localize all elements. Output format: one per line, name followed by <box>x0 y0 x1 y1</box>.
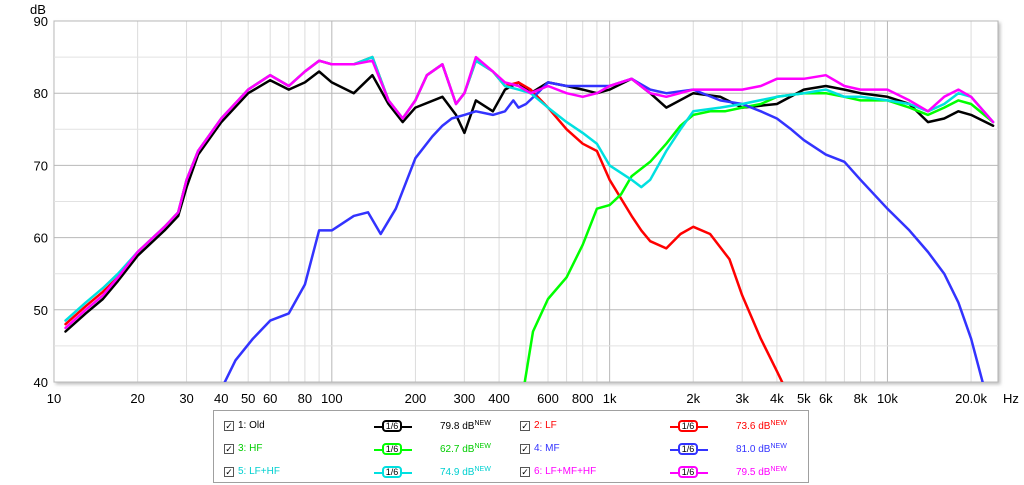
legend-new-badge: NEW <box>770 420 787 427</box>
legend-smoothing-label: 1/6 <box>678 443 698 455</box>
legend-checkbox[interactable]: ✓ <box>520 467 530 477</box>
legend-new-badge: NEW <box>474 466 491 473</box>
legend-level-text: 79.8 dB <box>440 421 475 432</box>
legend-new-badge: NEW <box>770 443 787 450</box>
y-tick-label: 80 <box>34 86 48 101</box>
series-line-3 <box>523 91 995 382</box>
legend-checkbox[interactable]: ✓ <box>224 467 234 477</box>
legend-smoothing-button[interactable]: 1/6 <box>374 420 412 434</box>
legend-level-value: 74.9 dBNEW <box>440 466 491 478</box>
x-tick-label: 4k <box>770 391 784 406</box>
legend-smoothing-button[interactable]: 1/6 <box>670 466 708 480</box>
x-tick-label: 1k <box>603 391 617 406</box>
legend-level-value: 79.8 dBNEW <box>440 420 491 432</box>
x-tick-label: 300 <box>454 391 476 406</box>
x-tick-label: 30 <box>179 391 193 406</box>
x-tick-label: 60 <box>263 391 277 406</box>
legend-checkbox[interactable]: ✓ <box>520 421 530 431</box>
legend-smoothing-label: 1/6 <box>678 466 698 478</box>
legend-checkbox[interactable]: ✓ <box>520 444 530 454</box>
series-line-6 <box>64 55 995 330</box>
legend-smoothing-label: 1/6 <box>382 466 402 478</box>
y-tick-label: 40 <box>34 375 48 390</box>
legend-smoothing-button[interactable]: 1/6 <box>670 443 708 457</box>
x-tick-label: 50 <box>241 391 255 406</box>
legend-level-text: 79.5 dB <box>736 467 771 478</box>
x-tick-label: 600 <box>537 391 559 406</box>
legend-level-text: 81.0 dB <box>736 444 771 455</box>
y-tick-label: 70 <box>34 158 48 173</box>
x-tick-label: 10k <box>877 391 898 406</box>
x-tick-label: 8k <box>854 391 868 406</box>
y-tick-label: 50 <box>34 303 48 318</box>
legend-new-badge: NEW <box>474 443 491 450</box>
x-tick-label: 10 <box>47 391 61 406</box>
legend-series-name: 2: LF <box>534 420 557 431</box>
legend-level-value: 73.6 dBNEW <box>736 420 787 432</box>
curves <box>64 55 995 382</box>
tick-labels: 10 20 30 40 50 60 80 100 200 300 400 600 800 1k 2k 3k 4k… <box>34 14 988 406</box>
legend-series-name: 3: HF <box>238 443 263 454</box>
x-tick-label: 40 <box>214 391 228 406</box>
legend-panel: ✓ 1: Old 1/6 79.8 dBNEW ✓ 2: LF 1/6 73.6 dBNEW ✓… <box>213 410 809 483</box>
legend-new-badge: NEW <box>474 420 491 427</box>
legend-smoothing-label: 1/6 <box>382 443 402 455</box>
legend-smoothing-label: 1/6 <box>382 420 402 432</box>
legend-smoothing-button[interactable]: 1/6 <box>374 443 412 457</box>
series-line-1 <box>64 70 995 333</box>
x-tick-label: 3k <box>735 391 749 406</box>
x-tick-label: 200 <box>405 391 427 406</box>
legend-smoothing-label: 1/6 <box>678 420 698 432</box>
legend-level-value: 62.7 dBNEW <box>440 443 491 455</box>
x-tick-label: 6k <box>819 391 833 406</box>
legend-series-name: 1: Old <box>238 420 265 431</box>
legend-level-text: 62.7 dB <box>440 444 475 455</box>
legend-new-badge: NEW <box>770 466 787 473</box>
legend-checkbox[interactable]: ✓ <box>224 444 234 454</box>
x-tick-label: 800 <box>572 391 594 406</box>
legend-series-name: 5: LF+HF <box>238 466 280 477</box>
grid-lines <box>53 20 998 383</box>
legend-level-value: 81.0 dBNEW <box>736 443 787 455</box>
legend-series-name: 6: LF+MF+HF <box>534 466 597 477</box>
y-tick-label: 60 <box>34 231 48 246</box>
x-tick-label: 20 <box>130 391 144 406</box>
x-tick-label: 80 <box>298 391 312 406</box>
frequency-response-chart: 10 20 30 40 50 60 80 100 200 300 400 600 800 1k 2k 3k 4k… <box>30 2 1019 406</box>
legend-level-value: 79.5 dBNEW <box>736 466 787 478</box>
legend-level-text: 74.9 dB <box>440 467 475 478</box>
legend-smoothing-button[interactable]: 1/6 <box>670 420 708 434</box>
legend-level-text: 73.6 dB <box>736 421 771 432</box>
y-axis-unit-label: dB <box>30 2 46 17</box>
x-axis-unit-label: Hz <box>1003 391 1019 406</box>
y-tick-label: 90 <box>34 14 48 29</box>
x-tick-label: 20.0k <box>955 391 987 406</box>
legend-checkbox[interactable]: ✓ <box>224 421 234 431</box>
legend-series-name: 4: MF <box>534 443 560 454</box>
x-tick-label: 2k <box>686 391 700 406</box>
x-tick-label: 100 <box>321 391 343 406</box>
x-tick-label: 5k <box>797 391 811 406</box>
legend-smoothing-button[interactable]: 1/6 <box>374 466 412 480</box>
x-tick-label: 400 <box>488 391 510 406</box>
